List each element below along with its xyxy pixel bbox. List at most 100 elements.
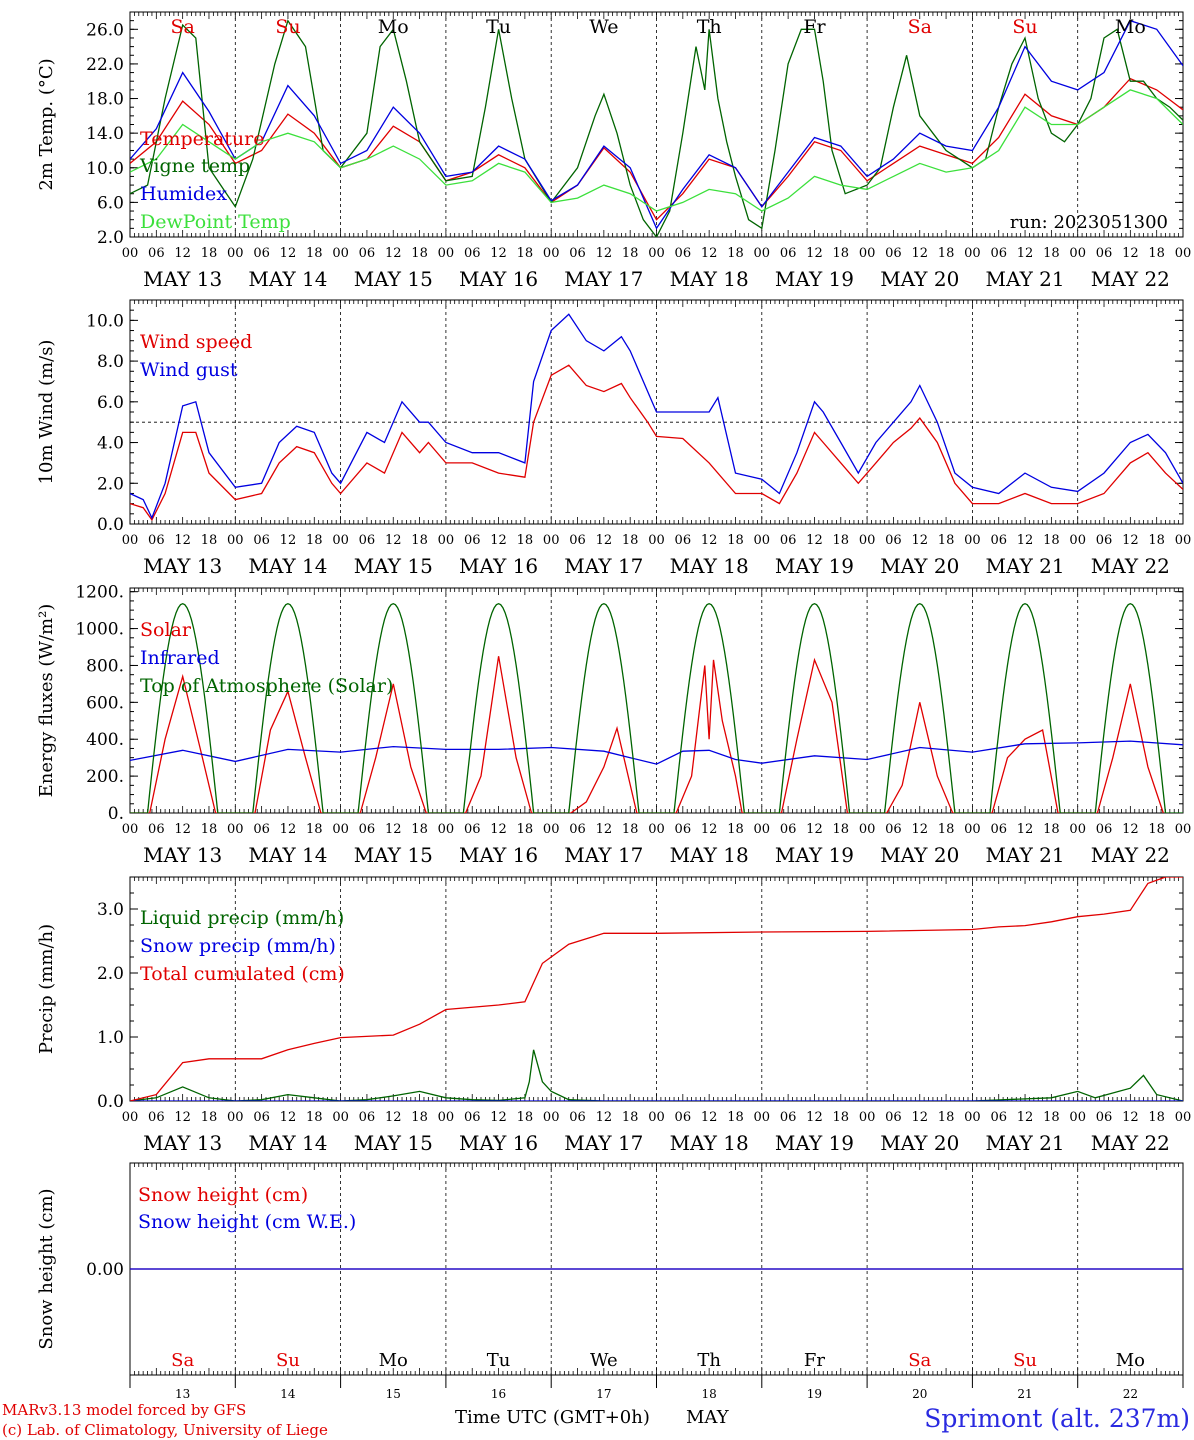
x-hour-label: 00 [648, 822, 665, 837]
x-hour-label: 00 [754, 822, 771, 837]
x-hour-label: 00 [227, 822, 244, 837]
x-hour-label: 06 [464, 1110, 481, 1125]
x-day-label: MAY 18 [670, 843, 749, 867]
x-hour-label: 18 [201, 822, 218, 837]
y-tick-label: 2.0 [97, 964, 124, 984]
x-hour-label: 06 [569, 246, 586, 261]
x-day-label: MAY 14 [248, 267, 327, 291]
y-tick-label: 1200. [75, 583, 124, 603]
y-tick-label: 2.0 [97, 228, 124, 248]
panel-2 [129, 299, 1184, 525]
x-hour-label: 06 [569, 1110, 586, 1125]
x-day-label: MAY 21 [985, 1131, 1064, 1155]
day-number-label: 19 [807, 1387, 822, 1401]
y-tick-label: 1000. [75, 620, 124, 640]
x-hour-label: 00 [754, 533, 771, 548]
x-hour-label: 06 [780, 822, 797, 837]
y-tick-label: 400. [86, 730, 124, 750]
series-line-total-cumulated-cm- [130, 877, 1183, 1101]
day-number-label: 15 [386, 1387, 401, 1401]
x-hour-label: 00 [1175, 246, 1192, 261]
x-hour-label: 00 [648, 246, 665, 261]
x-hour-label: 06 [359, 1110, 376, 1125]
x-hour-label: 00 [648, 1110, 665, 1125]
x-hour-label: 12 [385, 822, 402, 837]
x-hour-label: 12 [596, 533, 613, 548]
x-hour-label: 18 [938, 246, 955, 261]
x-hour-label: 12 [806, 533, 823, 548]
x-hour-label: 12 [174, 822, 191, 837]
x-day-label: MAY 15 [354, 267, 433, 291]
x-hour-label: 18 [833, 822, 850, 837]
x-hour-label: 00 [122, 246, 139, 261]
x-hour-label: 12 [280, 822, 297, 837]
run-annotation: run: 2023051300 [1010, 212, 1168, 233]
x-hour-label: 00 [332, 822, 349, 837]
x-hour-label: 00 [122, 1110, 139, 1125]
x-hour-label: 00 [332, 1110, 349, 1125]
x-hour-label: 18 [306, 246, 323, 261]
x-hour-label: 00 [438, 822, 455, 837]
x-hour-label: 06 [675, 1110, 692, 1125]
x-hour-label: 12 [911, 822, 928, 837]
x-hour-label: 06 [990, 533, 1007, 548]
x-hour-label: 06 [990, 1110, 1007, 1125]
y-tick-label: 6.0 [97, 193, 124, 213]
panel-3 [129, 587, 1184, 814]
legend-entry: Wind speed [140, 331, 252, 353]
x-day-label: MAY 16 [459, 554, 538, 578]
x-hour-label: 06 [1096, 822, 1113, 837]
x-hour-label: 12 [490, 246, 507, 261]
x-hour-label: 06 [253, 533, 270, 548]
x-hour-label: 12 [174, 246, 191, 261]
x-hour-label: 00 [543, 246, 560, 261]
x-hour-label: 18 [306, 822, 323, 837]
x-hour-label: 00 [859, 533, 876, 548]
x-day-label: MAY 16 [459, 843, 538, 867]
x-hour-label: 12 [596, 822, 613, 837]
x-hour-label: 00 [1069, 246, 1086, 261]
x-day-label: MAY 20 [880, 843, 959, 867]
weekday-label-bottom: Sa [908, 1350, 931, 1371]
plot-frame [129, 587, 1184, 814]
x-hour-label: 00 [754, 246, 771, 261]
legend-entry: Infrared [140, 647, 220, 669]
weekday-label-top: Su [275, 16, 300, 38]
x-hour-label: 12 [596, 1110, 613, 1125]
x-day-label: MAY 22 [1091, 1131, 1170, 1155]
y-tick-label: 18.0 [86, 90, 124, 110]
x-hour-label: 00 [964, 1110, 981, 1125]
x-axis-month: MAY [686, 1407, 730, 1428]
x-hour-label: 12 [701, 533, 718, 548]
y-tick-label: 0. [108, 804, 124, 824]
x-hour-label: 12 [596, 246, 613, 261]
x-hour-label: 12 [490, 533, 507, 548]
x-day-label: MAY 21 [985, 843, 1064, 867]
legend-entry: Wind gust [140, 359, 238, 381]
day-number-label: 16 [491, 1387, 506, 1401]
x-day-label: MAY 14 [248, 843, 327, 867]
x-day-label: MAY 19 [775, 843, 854, 867]
y-tick-label: 2.0 [97, 474, 124, 494]
legend-entry: DewPoint Temp [140, 211, 291, 233]
day-number-label: 17 [596, 1387, 611, 1401]
x-hour-label: 18 [411, 246, 428, 261]
x-hour-label: 12 [1017, 1110, 1034, 1125]
weekday-label-top: Mo [378, 16, 409, 38]
y-tick-label: 3.0 [97, 900, 124, 920]
x-hour-label: 12 [174, 533, 191, 548]
x-day-label: MAY 14 [248, 1131, 327, 1155]
station-label: Sprimont (alt. 237m) [924, 1404, 1190, 1433]
x-hour-label: 06 [675, 822, 692, 837]
x-hour-label: 12 [1122, 533, 1139, 548]
x-hour-label: 00 [438, 1110, 455, 1125]
panel-1 [129, 11, 1184, 238]
x-day-label: MAY 13 [143, 843, 222, 867]
x-hour-label: 18 [1148, 822, 1165, 837]
day-number-label: 14 [280, 1387, 296, 1401]
x-hour-label: 12 [1122, 822, 1139, 837]
x-hour-label: 12 [701, 822, 718, 837]
y-tick-label: 0.0 [97, 1092, 124, 1112]
y-axis-label: Energy fluxes (W/m²) [36, 604, 57, 798]
